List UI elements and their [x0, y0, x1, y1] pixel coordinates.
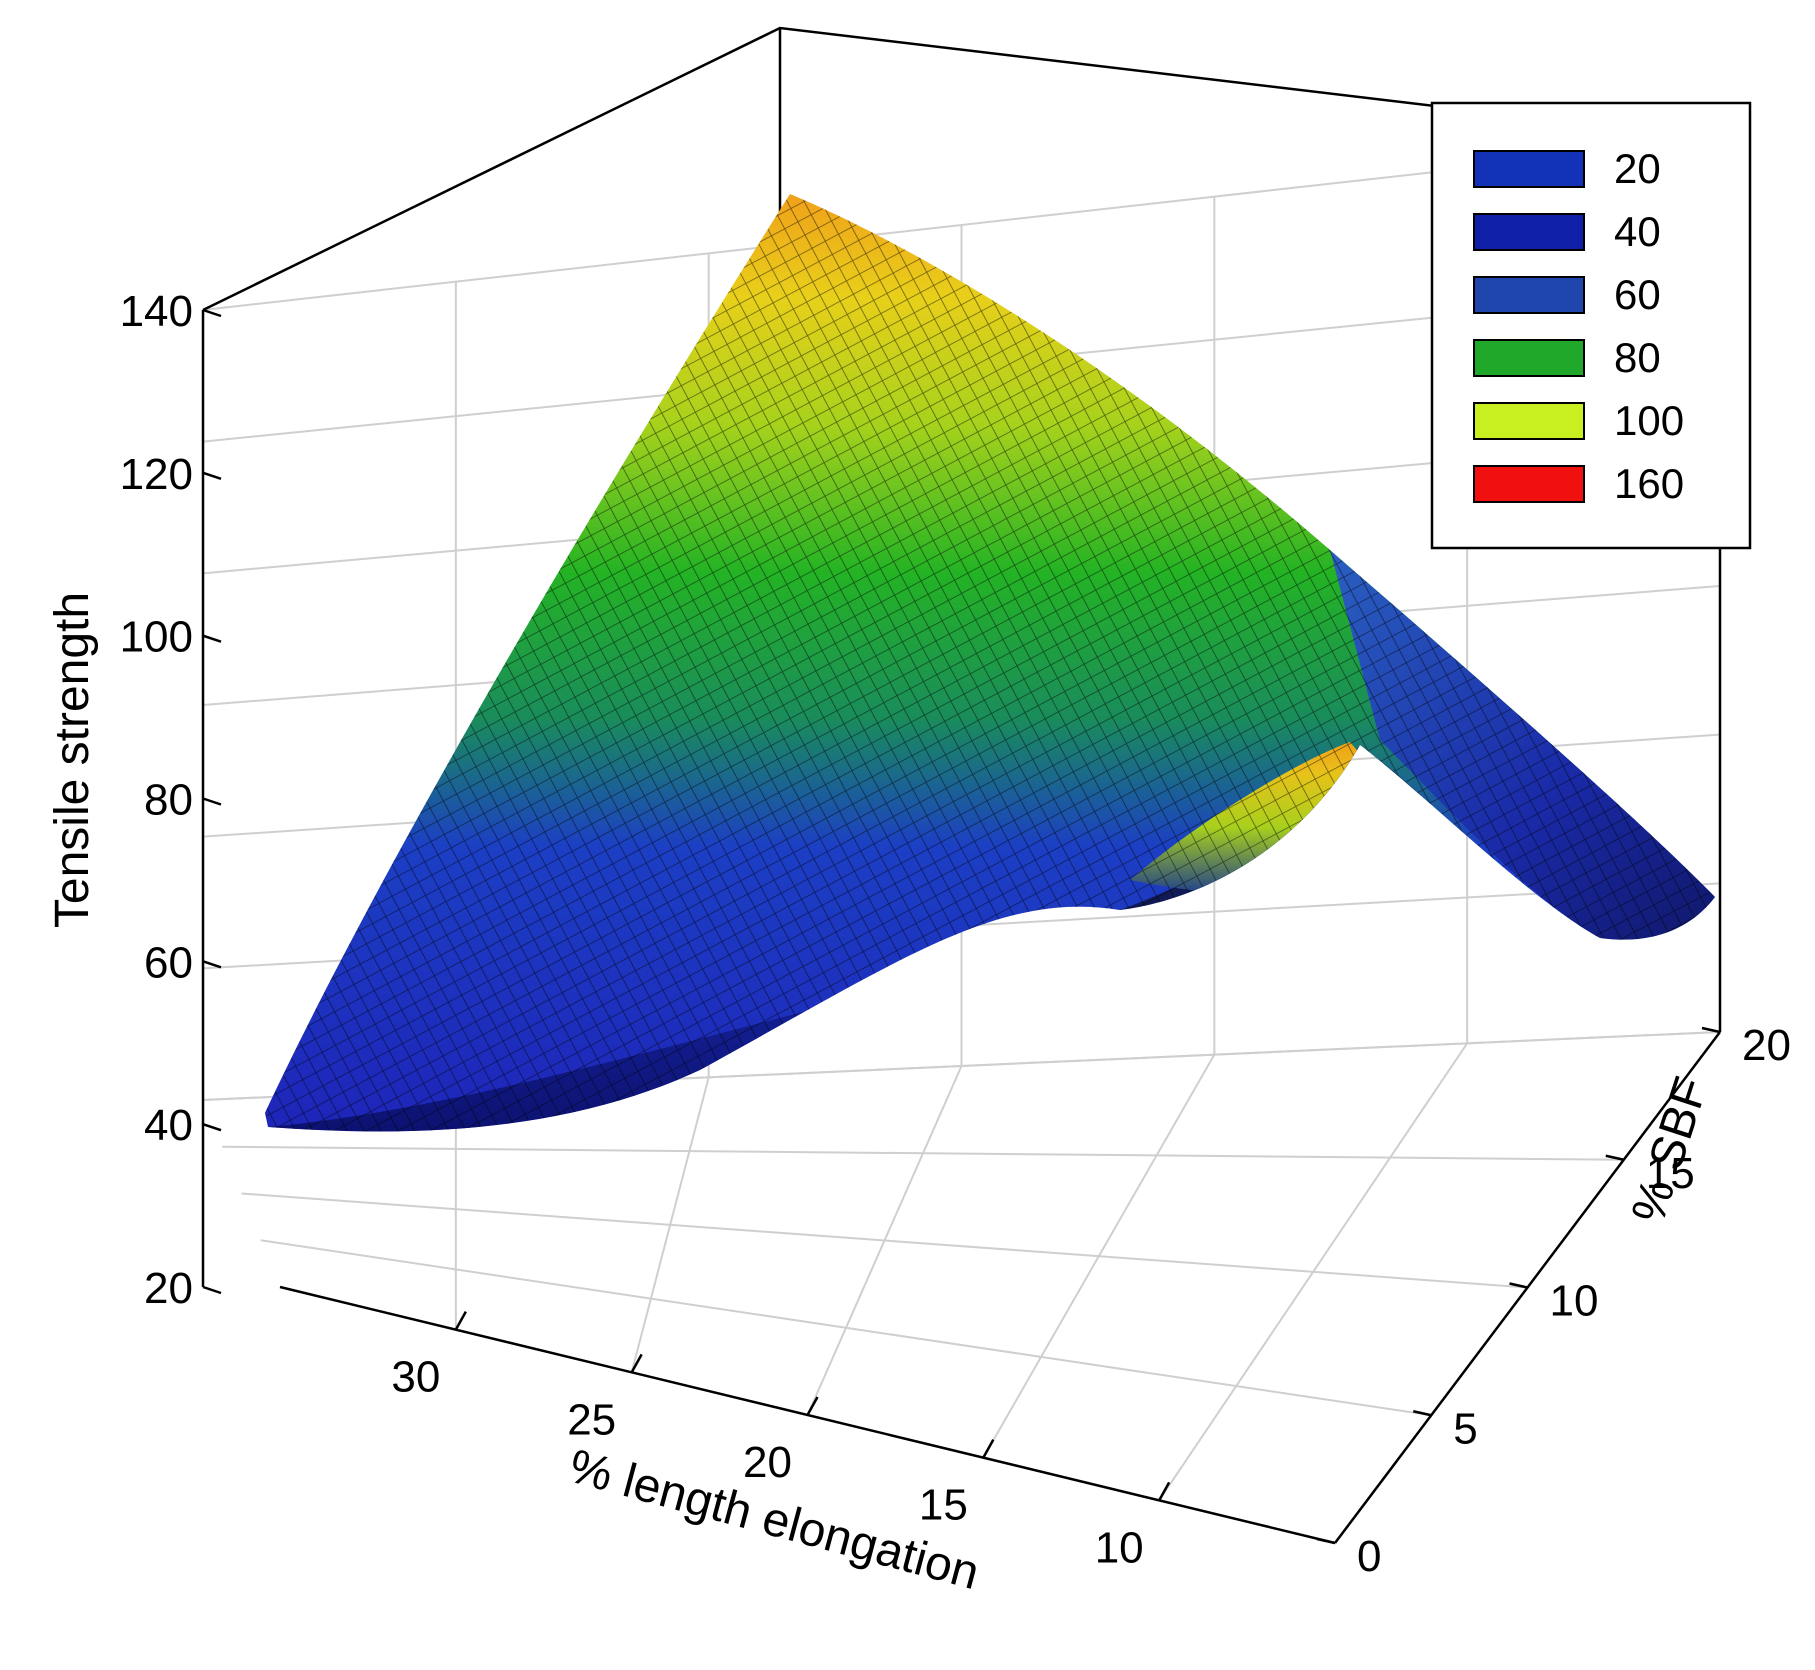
x-tick: [806, 1396, 819, 1416]
y-tick-label: 10: [1550, 1277, 1599, 1326]
z-tick: [202, 1285, 222, 1295]
legend-label: 60: [1614, 271, 1661, 318]
x-tick-label: 30: [391, 1353, 440, 1402]
z-tick-label: 100: [120, 613, 193, 662]
z-tick: [202, 1122, 222, 1132]
x-tick: [1158, 1481, 1171, 1501]
floor-grid-yline: [241, 1192, 1528, 1289]
legend-label: 80: [1614, 334, 1661, 381]
y-tick: [1605, 1154, 1625, 1161]
legend-swatch: [1473, 150, 1585, 188]
z-tick-label: 20: [144, 1264, 193, 1313]
legend-swatch: [1473, 465, 1585, 503]
y-tick: [1412, 1410, 1432, 1417]
y-tick-label: 15: [1646, 1149, 1695, 1198]
x-tick-label: 10: [1095, 1523, 1144, 1572]
z-tick: [202, 797, 222, 806]
z-tick: [202, 960, 222, 969]
legend-swatch: [1473, 276, 1585, 314]
legend-label: 160: [1614, 460, 1684, 507]
legend-label: 100: [1614, 397, 1684, 444]
z-tick-label: 140: [120, 287, 193, 336]
x-tick: [982, 1439, 995, 1459]
y-tick: [1701, 1026, 1721, 1034]
z-axis-title: Tensile strength: [46, 592, 99, 928]
legend-swatch: [1473, 213, 1585, 251]
z-tick-label: 80: [144, 776, 193, 825]
x-tick-label: 25: [567, 1395, 616, 1444]
x-tick: [630, 1353, 643, 1373]
z-tick-label: 40: [144, 1101, 193, 1150]
legend-swatch: [1473, 402, 1585, 440]
z-tick: [202, 308, 222, 318]
z-tick-label: 60: [144, 938, 193, 987]
y-axis-title: % SBF: [1622, 1071, 1719, 1229]
y-tick: [1316, 1537, 1336, 1545]
y-tick: [1509, 1282, 1528, 1289]
y-tick-label: 5: [1453, 1404, 1477, 1453]
y-tick-label: 0: [1357, 1532, 1381, 1581]
x-tick-label: 20: [743, 1438, 792, 1487]
x-tick: [454, 1311, 467, 1331]
floor-grid-yline: [260, 1239, 1432, 1417]
legend-swatch: [1473, 339, 1585, 377]
x-tick-label: 15: [919, 1481, 968, 1530]
axis-ticks: [202, 308, 1721, 1545]
legend-label: 20: [1614, 145, 1661, 192]
legend: 20 40 60 80 100 160: [1430, 101, 1752, 550]
z-tick: [202, 471, 222, 481]
legend-label: 40: [1614, 208, 1661, 255]
z-tick: [202, 634, 222, 643]
z-tick-label: 120: [120, 450, 193, 499]
floor-grid-yline: [222, 1145, 1624, 1161]
y-tick-label: 20: [1742, 1021, 1791, 1070]
